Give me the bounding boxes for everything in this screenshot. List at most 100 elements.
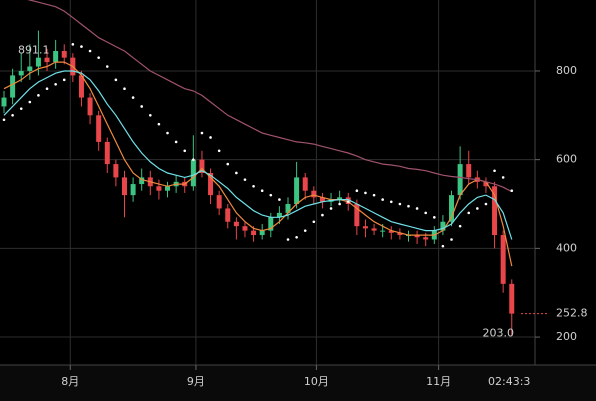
- candle-body: [242, 226, 248, 231]
- candle-body: [380, 230, 386, 232]
- ma-line: [27, 0, 513, 193]
- sar-dot: [123, 87, 126, 90]
- sar-dot: [174, 140, 178, 144]
- candle-body: [44, 57, 50, 63]
- sar-dot: [278, 198, 281, 201]
- candle-body: [285, 204, 291, 213]
- ma-line: [3, 70, 513, 240]
- candle-body: [156, 186, 162, 191]
- sar-dot: [364, 191, 367, 195]
- sar-dot: [235, 171, 238, 175]
- x-tick-label: 9月: [187, 375, 205, 388]
- ma-line: [3, 61, 513, 267]
- candle-body: [139, 177, 145, 185]
- candle-body: [216, 195, 222, 209]
- sar-dot: [45, 87, 49, 90]
- candle-body: [397, 232, 403, 236]
- sar-dot: [476, 207, 479, 210]
- sar-dot: [286, 238, 290, 241]
- sar-dot: [381, 198, 384, 201]
- candle-body: [440, 221, 446, 231]
- candle-body: [233, 221, 239, 227]
- sar-dot: [424, 211, 428, 215]
- current-price-label: 252.8: [556, 307, 588, 320]
- sar-dot: [321, 213, 324, 217]
- y-tick-label: 600: [556, 153, 577, 166]
- candle-body: [449, 195, 455, 222]
- sar-dot: [415, 207, 419, 210]
- sar-dot: [157, 122, 161, 126]
- sar-dot: [88, 49, 92, 53]
- sar-dot: [433, 216, 436, 219]
- sar-dot: [131, 96, 135, 99]
- sar-dot: [80, 45, 83, 48]
- sar-dot: [303, 229, 307, 232]
- candle-body: [113, 164, 119, 178]
- candle-body: [492, 186, 498, 236]
- candle-body: [319, 197, 325, 202]
- sar-dot: [28, 100, 32, 104]
- sar-dot: [484, 202, 488, 206]
- sar-dot: [510, 189, 514, 193]
- sar-dot: [372, 193, 376, 197]
- sar-dot: [149, 114, 152, 117]
- candle-body: [259, 230, 265, 236]
- candle-body: [457, 164, 463, 196]
- x-axis-band: [0, 365, 596, 401]
- candle-body: [371, 228, 377, 231]
- sar-dot: [260, 189, 264, 193]
- candle-body: [354, 204, 360, 227]
- sar-dot: [217, 149, 221, 153]
- candle-body: [78, 75, 84, 98]
- candle-body: [483, 181, 489, 187]
- sar-dot: [37, 94, 40, 97]
- candle-body: [121, 177, 127, 196]
- plot-area: [1, 0, 515, 336]
- time-label: 02:43:3: [488, 375, 530, 388]
- sar-dot: [389, 200, 393, 204]
- grid: [0, 0, 540, 370]
- candle-body: [500, 235, 506, 284]
- sar-dot: [441, 244, 445, 248]
- candle-body: [337, 197, 343, 200]
- candle-body: [27, 66, 33, 71]
- sar-dot: [467, 211, 471, 215]
- sar-dot: [114, 78, 118, 82]
- sar-dot: [105, 65, 109, 68]
- y-tick-label: 200: [556, 330, 577, 343]
- candle-body: [268, 217, 274, 231]
- sar-dot: [11, 114, 14, 117]
- sar-dot: [54, 82, 57, 86]
- labels: 200 400 600 800 8月 9月 10月 11月 02:43:3 891.1 252.8 2…: [18, 44, 588, 388]
- sar-dot: [338, 202, 341, 206]
- sar-dot: [209, 136, 212, 139]
- sar-dot: [252, 184, 255, 188]
- candle-body: [53, 51, 59, 63]
- candle-body: [130, 184, 136, 196]
- max-label: 891.1: [18, 44, 50, 57]
- sar-dot: [243, 178, 247, 181]
- sar-dot: [450, 238, 453, 241]
- x-tick-label: 8月: [61, 375, 79, 388]
- sar-dot: [200, 131, 204, 135]
- sar-dot: [71, 43, 75, 46]
- candle-body: [388, 230, 394, 233]
- y-tick-label: 800: [556, 64, 577, 77]
- candle-body: [225, 208, 231, 222]
- candle-body: [423, 237, 429, 240]
- sar-dot: [312, 220, 316, 224]
- candle-body: [466, 164, 472, 178]
- candle-body: [18, 70, 24, 76]
- sar-dot: [192, 158, 195, 161]
- candle-body: [302, 177, 308, 191]
- sar-dot: [458, 224, 462, 228]
- candle-body: [10, 75, 16, 98]
- candle-body: [87, 97, 93, 116]
- candle-body: [96, 115, 102, 142]
- min-label: 203.0: [483, 327, 515, 340]
- sar-dot: [166, 131, 169, 135]
- sar-dot: [2, 118, 6, 122]
- sar-dot: [398, 202, 402, 206]
- sar-dot: [355, 189, 359, 193]
